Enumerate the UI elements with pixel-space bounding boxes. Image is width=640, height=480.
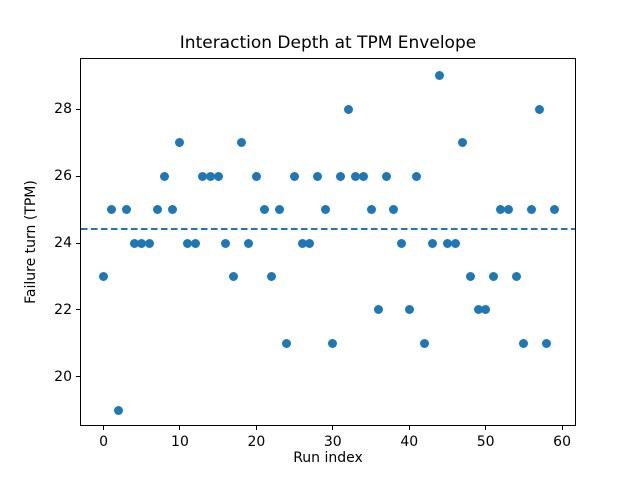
data-point <box>160 171 170 181</box>
data-point <box>236 138 246 148</box>
data-point <box>504 205 514 215</box>
x-tick-mark <box>103 426 105 430</box>
data-point <box>328 338 338 348</box>
data-point <box>389 205 399 215</box>
data-point <box>228 271 238 281</box>
x-tick-mark <box>179 426 181 430</box>
data-point <box>381 171 391 181</box>
y-tick-mark <box>76 108 80 110</box>
data-point <box>144 238 154 248</box>
data-point <box>290 171 300 181</box>
mean-dashed-line <box>81 228 575 231</box>
data-point <box>175 138 185 148</box>
data-point <box>121 205 131 215</box>
data-point <box>99 271 109 281</box>
data-point <box>519 338 529 348</box>
data-point <box>549 205 559 215</box>
data-point <box>420 338 430 348</box>
x-tick-mark <box>255 426 257 430</box>
y-axis-label: Failure turn (TPM) <box>23 180 39 304</box>
x-tick-label: 50 <box>476 434 495 450</box>
data-point <box>488 271 498 281</box>
y-tick-label: 22 <box>54 301 72 318</box>
data-point <box>282 338 292 348</box>
data-point <box>465 271 475 281</box>
data-point <box>442 238 452 248</box>
y-tick-label: 20 <box>54 368 72 385</box>
data-point <box>183 238 193 248</box>
y-tick-label: 24 <box>54 235 72 251</box>
data-point <box>251 171 261 181</box>
data-point <box>397 238 407 248</box>
y-tick-mark <box>76 309 80 311</box>
x-tick-mark <box>485 426 487 430</box>
y-tick-mark <box>76 376 80 378</box>
data-point <box>358 171 368 181</box>
data-point <box>313 171 323 181</box>
data-point <box>198 171 208 181</box>
y-tick-label: 28 <box>54 101 72 118</box>
y-tick-mark <box>76 175 80 177</box>
data-point <box>404 305 414 315</box>
data-point <box>435 71 445 81</box>
data-point <box>412 171 422 181</box>
y-tick-label: 26 <box>54 168 72 185</box>
data-point <box>351 171 361 181</box>
data-point <box>244 238 254 248</box>
data-point <box>213 171 223 181</box>
x-tick-mark <box>408 426 410 430</box>
plot-area: 0 10 20 30 40 50 60 20 22 24 26 28 <box>54 58 576 450</box>
data-point <box>206 171 216 181</box>
data-point <box>152 205 162 215</box>
data-point <box>335 171 345 181</box>
data-point <box>427 238 437 248</box>
data-point <box>221 238 231 248</box>
data-point <box>137 238 147 248</box>
data-point <box>450 238 460 248</box>
data-point <box>297 238 307 248</box>
data-point <box>511 271 521 281</box>
chart-title: Interaction Depth at TPM Envelope <box>179 33 477 53</box>
data-point <box>527 205 537 215</box>
data-point <box>259 205 269 215</box>
data-point <box>167 205 177 215</box>
data-point <box>114 405 124 415</box>
x-tick-label: 20 <box>247 434 266 450</box>
x-tick-label: 40 <box>400 434 419 450</box>
data-point <box>496 205 506 215</box>
data-point <box>542 338 552 348</box>
data-point <box>274 205 284 215</box>
data-point <box>481 305 491 315</box>
data-point <box>343 104 353 114</box>
x-tick-mark <box>561 426 563 430</box>
x-tick-mark <box>332 426 334 430</box>
data-point <box>267 271 277 281</box>
x-tick-label: 60 <box>553 434 572 450</box>
data-point <box>320 205 330 215</box>
data-point <box>190 238 200 248</box>
data-point <box>473 305 483 315</box>
y-tick-mark <box>76 242 80 244</box>
data-point <box>106 205 116 215</box>
data-point <box>129 238 139 248</box>
data-point <box>458 138 468 148</box>
x-tick-label: 10 <box>171 434 189 450</box>
data-point <box>305 238 315 248</box>
data-point <box>366 205 376 215</box>
x-tick-label: 0 <box>99 434 108 450</box>
data-point <box>374 305 384 315</box>
x-axis-label: Run index <box>293 450 363 466</box>
x-tick-label: 30 <box>323 434 342 450</box>
data-point <box>534 104 544 114</box>
